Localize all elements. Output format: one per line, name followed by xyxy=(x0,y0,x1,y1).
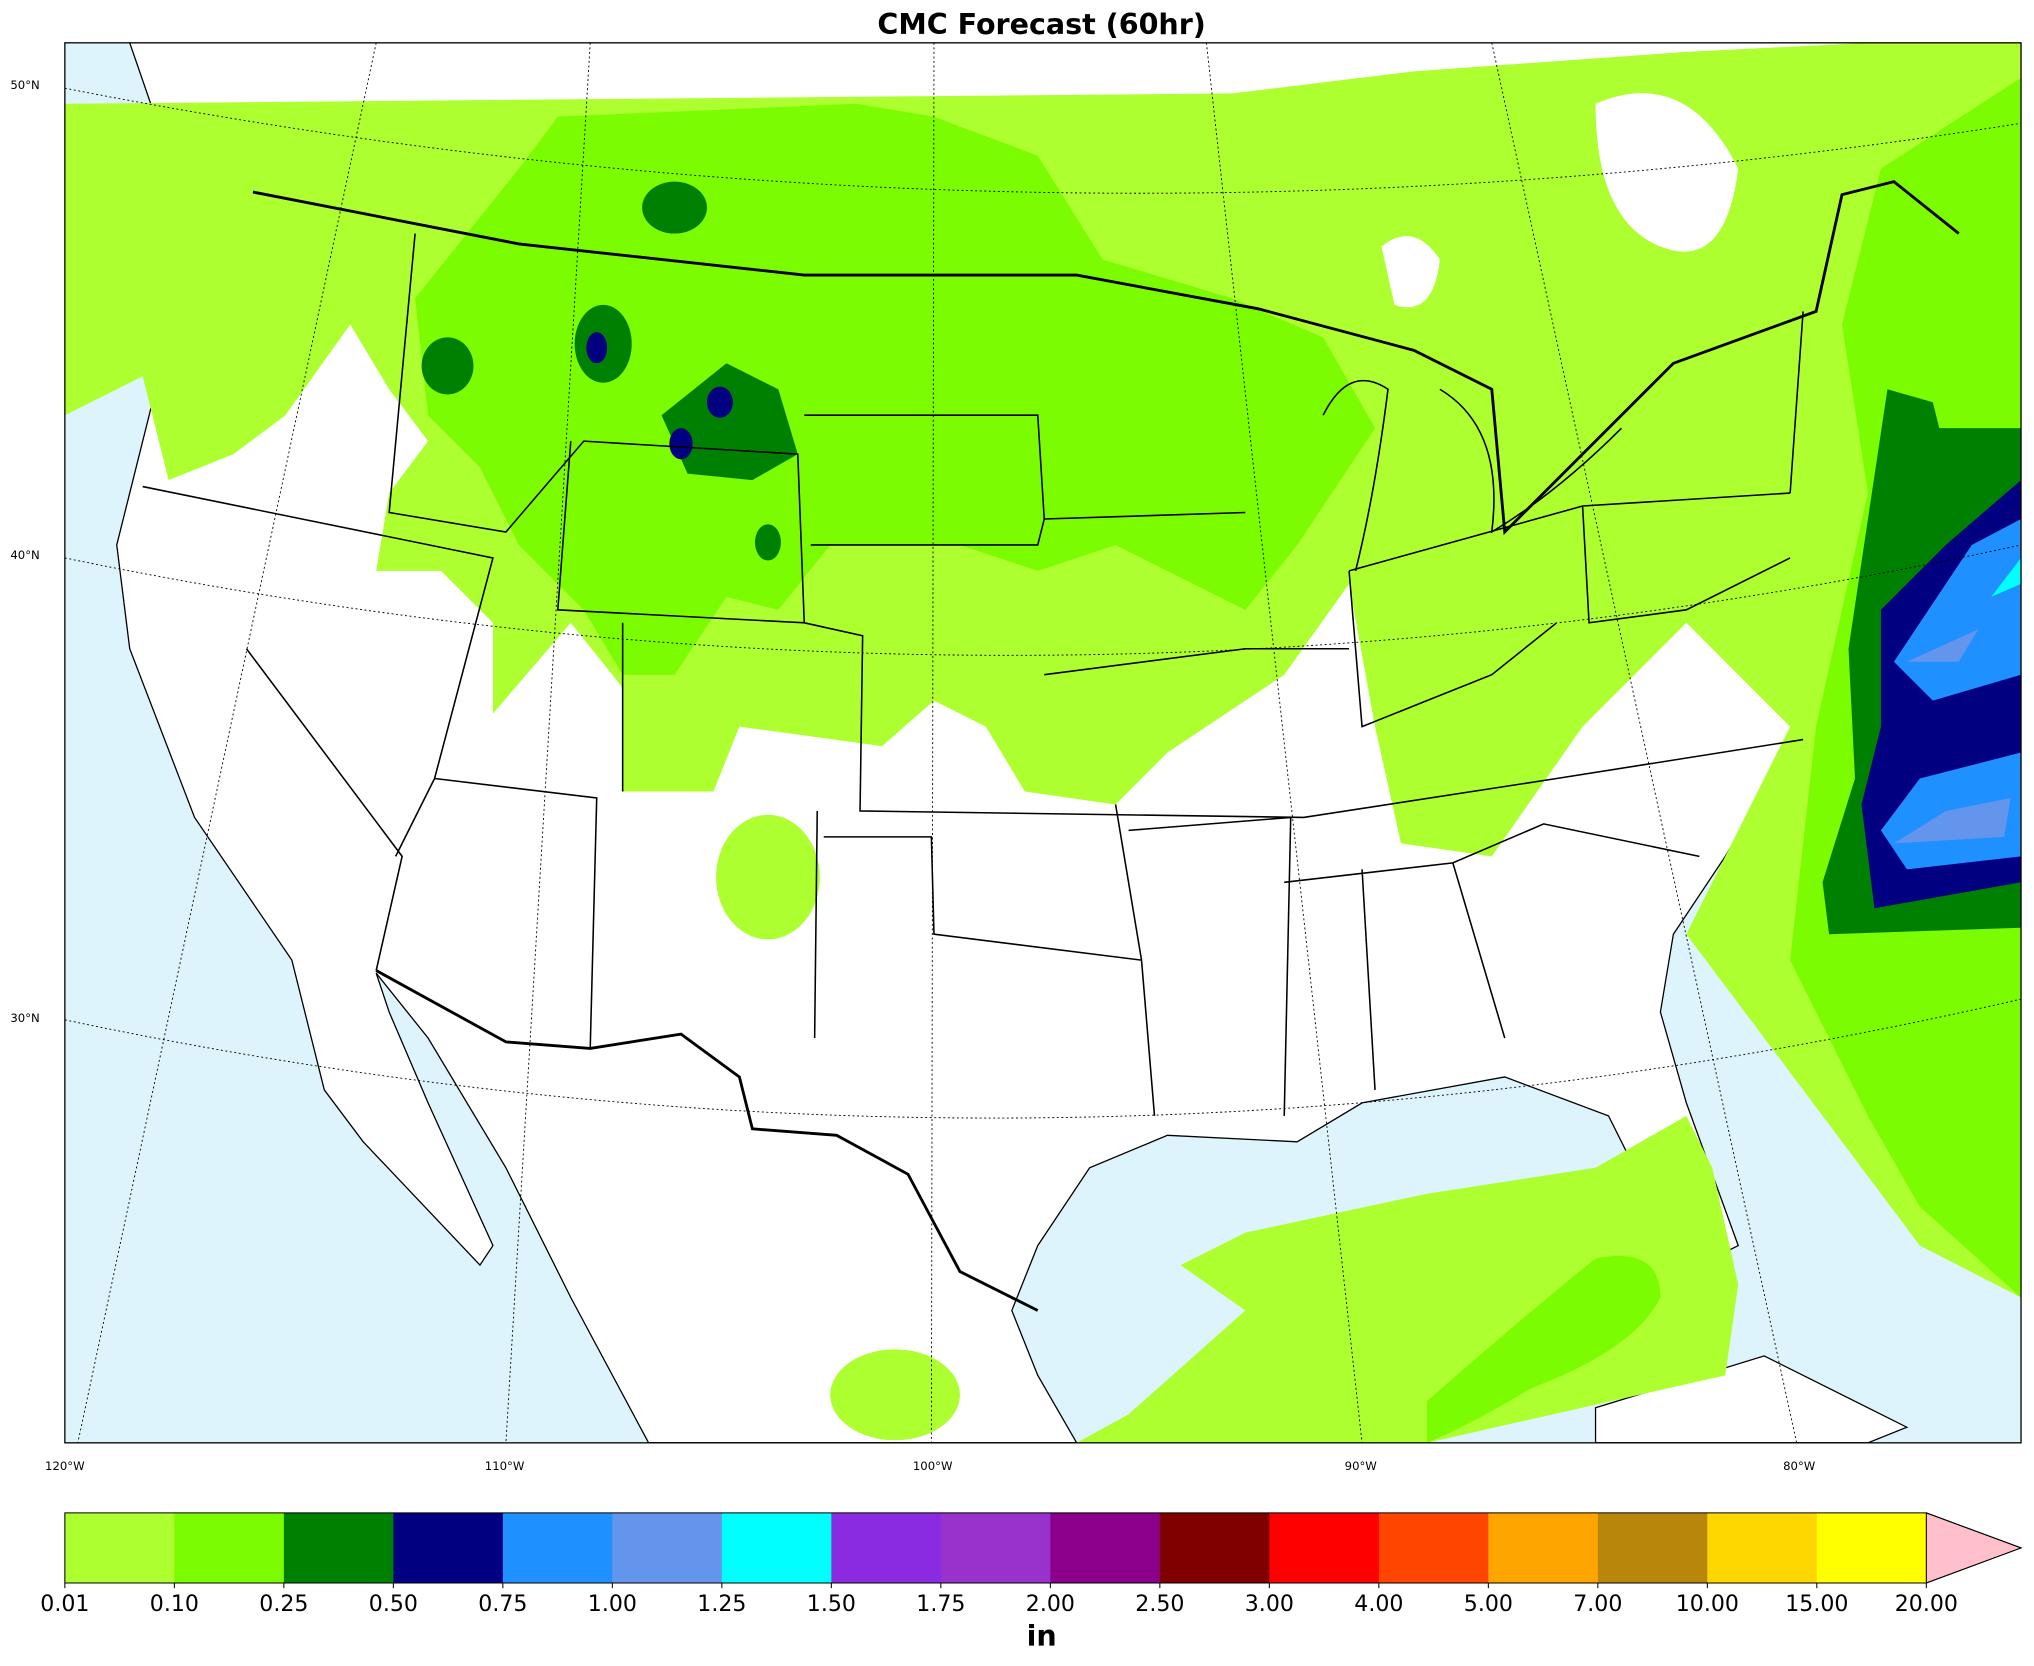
great-lakes xyxy=(1322,379,1623,572)
precip-area xyxy=(716,814,820,940)
precip-area xyxy=(661,363,798,481)
colorbar-tick-label: 1.25 xyxy=(697,1592,746,1617)
colorbar-segment xyxy=(612,1512,723,1583)
colorbar-tick-label: 1.00 xyxy=(588,1592,637,1617)
colorbar-segment xyxy=(721,1512,832,1583)
precip-area xyxy=(642,181,707,234)
colorbar-tick-label: 0.75 xyxy=(478,1592,527,1617)
colorbar-extend xyxy=(1925,1512,2023,1584)
lat-label: 40°N xyxy=(10,548,39,562)
precip-area xyxy=(415,103,1376,675)
colorbar-tick-label: 4.00 xyxy=(1354,1592,1403,1617)
colorbar-segment xyxy=(174,1512,285,1583)
dry-gap xyxy=(1595,93,1739,252)
colorbar-frame xyxy=(64,1512,2023,1584)
colorbar-tick-label: 1.50 xyxy=(807,1592,856,1617)
precip-area xyxy=(830,1349,960,1441)
precip-area xyxy=(669,428,693,460)
graticule xyxy=(64,42,2022,1443)
colorbar-tick-label: 0.10 xyxy=(150,1592,199,1617)
colorbar-segment xyxy=(1816,1512,1927,1583)
colorbar-segment xyxy=(831,1512,942,1583)
colorbar-segment xyxy=(1707,1512,1818,1583)
precip xyxy=(64,42,2022,1443)
colorbar-segment xyxy=(1269,1512,1380,1583)
lat-label: 30°N xyxy=(10,1011,39,1025)
dry-gap xyxy=(1381,236,1440,308)
lon-label: 110°W xyxy=(485,1459,525,1473)
precip-area xyxy=(586,332,608,364)
colorbar-tick-label: 10.00 xyxy=(1676,1592,1739,1617)
colorbar-segment xyxy=(1597,1512,1708,1583)
colorbar-tick-label: 0.01 xyxy=(40,1592,89,1617)
lon-label: 120°W xyxy=(45,1459,85,1473)
lat-label: 50°N xyxy=(10,78,39,92)
border-canada xyxy=(252,180,1960,536)
colorbar-tick-label: 15.00 xyxy=(1785,1592,1848,1617)
lon-label: 90°W xyxy=(1345,1459,1378,1473)
colorbar-tick-label: 3.00 xyxy=(1245,1592,1294,1617)
map-frame xyxy=(64,42,2022,1444)
colorbar-tick-label: 2.50 xyxy=(1135,1592,1184,1617)
title: CMC Forecast (60hr) xyxy=(877,8,1205,41)
colorbar-segment xyxy=(393,1512,504,1583)
colorbar-tick-label: 2.00 xyxy=(1026,1592,1075,1617)
precip-area xyxy=(706,386,733,418)
colorbar-segment xyxy=(1488,1512,1599,1583)
boundaries xyxy=(142,180,1960,1312)
colorbar-tick-label: 0.50 xyxy=(369,1592,418,1617)
lon-label: 80°W xyxy=(1783,1459,1816,1473)
border-mexico xyxy=(375,969,1039,1312)
cuba xyxy=(1594,1355,1909,1443)
state-lines xyxy=(142,233,1804,1116)
colorbar-tick-label: 0.25 xyxy=(259,1592,308,1617)
map xyxy=(64,42,2022,1443)
colorbar-segment xyxy=(64,1512,175,1583)
colorbar-tick-label: 1.75 xyxy=(916,1592,965,1617)
colorbar-segment xyxy=(502,1512,613,1583)
colorbar-tick-label: 20.00 xyxy=(1895,1592,1958,1617)
precip-area xyxy=(1893,797,2011,844)
colorbar-tick-label: 7.00 xyxy=(1573,1592,1622,1617)
colorbar: 0.01 0.10 0.25 0.50 0.75 1.00 1.25 1.50 1.75 2.00… xyxy=(40,1512,2023,1617)
precip-area xyxy=(1906,629,1979,662)
precip-area xyxy=(754,524,781,561)
colorbar-tick-label: 5.00 xyxy=(1464,1592,1513,1617)
lon-label: 100°W xyxy=(913,1459,953,1473)
precip-area xyxy=(421,337,474,395)
colorbar-segment xyxy=(1378,1512,1489,1583)
colorbar-segment xyxy=(1159,1512,1270,1583)
colorbar-unit: in xyxy=(1027,1619,1057,1652)
colorbar-segment xyxy=(1050,1512,1161,1583)
colorbar-segment xyxy=(940,1512,1051,1583)
precip-area xyxy=(1426,1255,1661,1443)
colorbar-segment xyxy=(283,1512,394,1583)
